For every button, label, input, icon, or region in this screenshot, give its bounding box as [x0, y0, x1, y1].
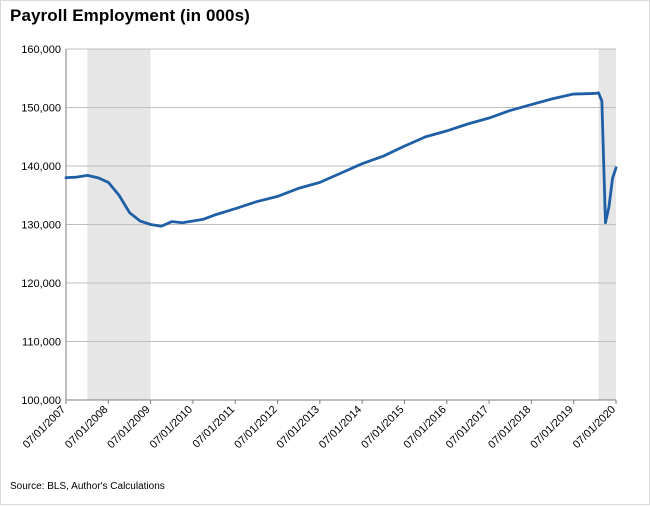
y-tick-label-4: 140,000 [21, 161, 61, 173]
x-tick-label-3: 07/01/2010 [148, 404, 195, 451]
y-tick-label-5: 150,000 [21, 103, 61, 115]
x-tick-label-1: 07/01/2008 [63, 404, 110, 451]
x-tick-label-4: 07/01/2011 [191, 404, 238, 451]
x-tick-label-13: 07/01/2020 [571, 404, 618, 451]
x-tick-label-9: 07/01/2016 [401, 404, 448, 451]
x-tick-label-0: 07/01/2007 [21, 404, 68, 451]
payroll-series-line [64, 91, 618, 228]
x-tick-label-12: 07/01/2019 [528, 404, 575, 451]
x-tick-label-10: 07/01/2017 [444, 404, 491, 451]
x-tick-label-2: 07/01/2009 [105, 404, 152, 451]
x-tick-label-7: 07/01/2014 [317, 404, 364, 451]
y-tick-label-0: 100,000 [21, 395, 61, 407]
x-tick-label-5: 07/01/2012 [232, 404, 279, 451]
y-tick-label-2: 120,000 [21, 278, 61, 290]
x-tick-label-6: 07/01/2013 [275, 404, 322, 451]
x-tick-label-11: 07/01/2018 [486, 404, 533, 451]
chart-title: Payroll Employment (in 000s) [10, 6, 250, 25]
chart-source: Source: BLS, Author's Calculations [10, 481, 165, 492]
y-tick-label-1: 110,000 [22, 337, 61, 349]
y-tick-label-3: 130,000 [21, 220, 61, 232]
x-tick-label-8: 07/01/2015 [359, 404, 406, 451]
y-tick-label-6: 160,000 [21, 44, 61, 56]
